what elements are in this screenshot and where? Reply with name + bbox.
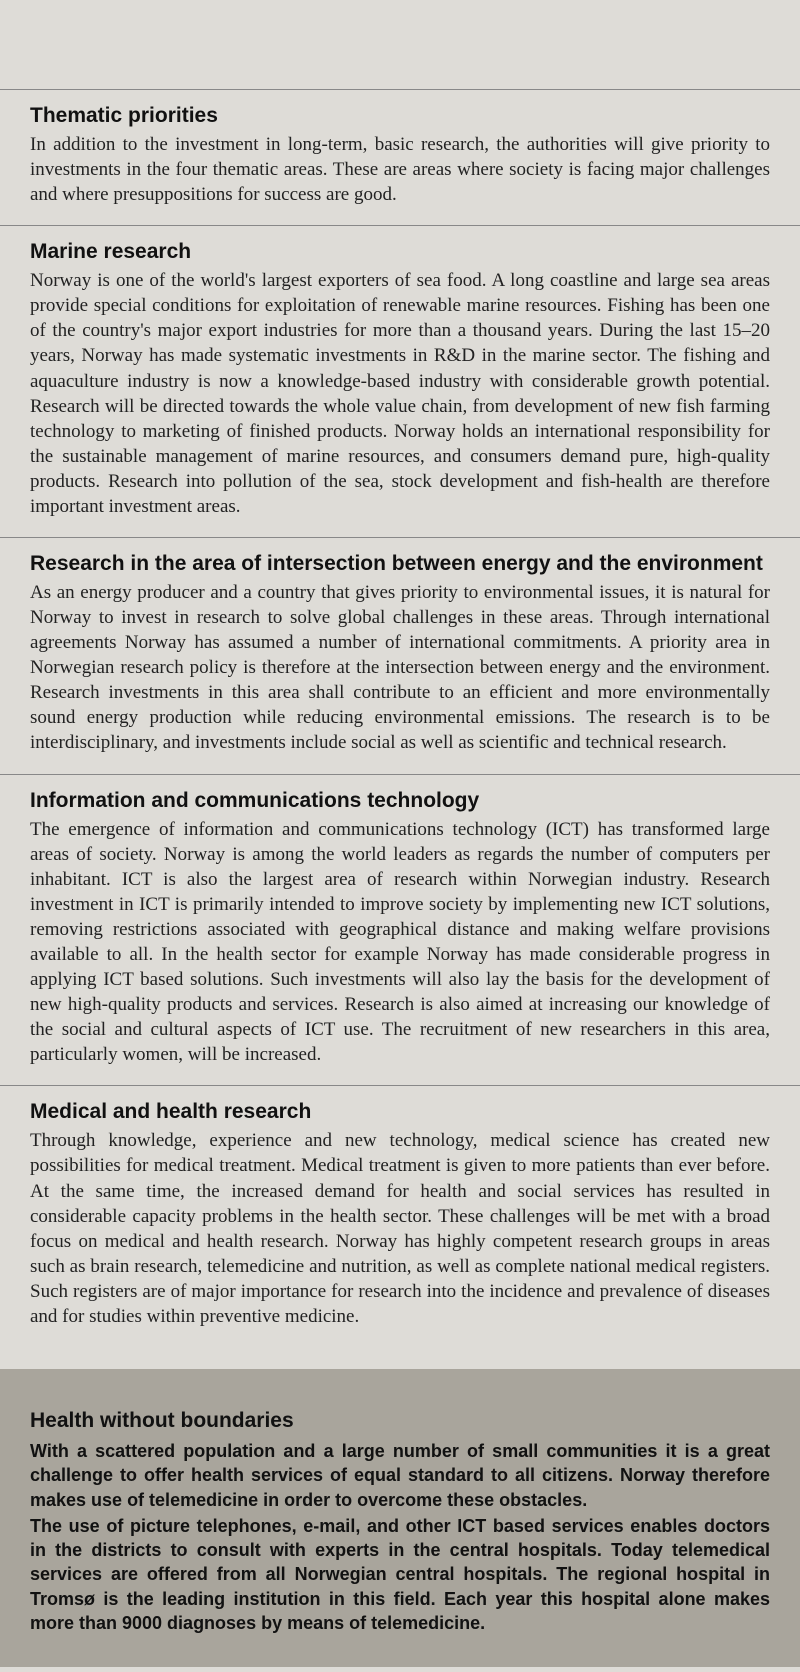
- section-heading: Information and communications technolog…: [30, 789, 770, 813]
- callout-paragraph: The use of picture telephones, e-mail, a…: [30, 1514, 770, 1635]
- callout-paragraph: With a scattered population and a large …: [30, 1439, 770, 1512]
- section-heading: Medical and health research: [30, 1100, 770, 1124]
- section-energy-environment: Research in the area of intersection bet…: [0, 538, 800, 775]
- callout-heading: Health without boundaries: [30, 1409, 770, 1433]
- callout-health-without-boundaries: Health without boundaries With a scatter…: [0, 1369, 800, 1667]
- section-ict: Information and communications technolog…: [0, 775, 800, 1087]
- section-medical-health: Medical and health research Through know…: [0, 1086, 800, 1369]
- section-body: The emergence of information and communi…: [30, 817, 770, 1068]
- section-thematic-priorities: Thematic priorities In addition to the i…: [0, 90, 800, 226]
- section-body: In addition to the investment in long-te…: [30, 132, 770, 207]
- top-spacer: [0, 0, 800, 90]
- section-heading: Marine research: [30, 240, 770, 264]
- document-page: Thematic priorities In addition to the i…: [0, 0, 800, 1667]
- section-heading: Thematic priorities: [30, 104, 770, 128]
- section-marine-research: Marine research Norway is one of the wor…: [0, 226, 800, 538]
- section-body: Through knowledge, experience and new te…: [30, 1128, 770, 1329]
- section-body: Norway is one of the world's largest exp…: [30, 268, 770, 519]
- section-body: As an energy producer and a country that…: [30, 580, 770, 756]
- section-heading: Research in the area of intersection bet…: [30, 552, 770, 576]
